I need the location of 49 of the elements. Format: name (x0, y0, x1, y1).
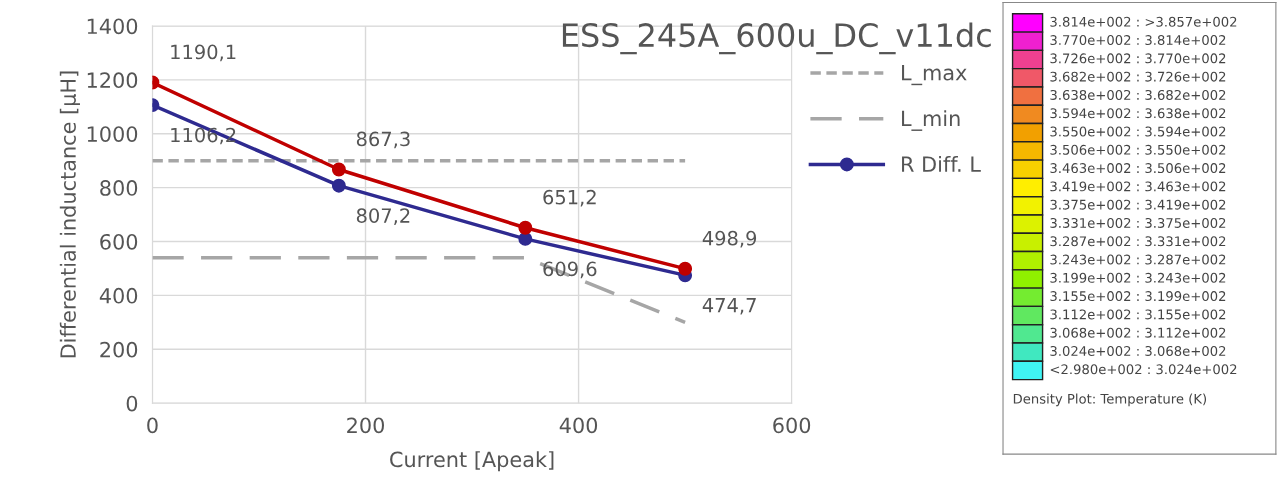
category-label: 3.594e+002 : 3.638e+002 (1050, 108, 1226, 119)
category-label: 3.463e+002 : 3.506e+002 (1050, 163, 1226, 174)
category-label: 3.024e+002 : 3.068e+002 (1050, 345, 1226, 356)
legend-label: L_max (902, 65, 967, 86)
category-label: 3.199e+002 : 3.243e+002 (1050, 272, 1226, 283)
data-label: 807,2 (356, 208, 410, 225)
data-label: 867,3 (356, 131, 410, 149)
x-tick-label: 400 (559, 417, 598, 434)
y-axis-title: Differential inductance [µH] (59, 71, 80, 358)
category-label: 3.243e+002 : 3.287e+002 (1050, 254, 1226, 265)
category-label: 3.331e+002 : 3.375e+002 (1050, 217, 1226, 228)
y-tick-label: 400 (99, 287, 138, 304)
category-label: 3.550e+002 : 3.594e+002 (1050, 126, 1226, 137)
data-label: 651,2 (543, 189, 596, 207)
category-label: 3.682e+002 : 3.726e+002 (1050, 71, 1226, 82)
y-tick-label: 1400 (87, 18, 138, 35)
x-tick-label: 600 (773, 417, 811, 434)
y-tick-label: 1000 (87, 126, 138, 142)
data-label: 498,9 (702, 230, 757, 248)
y-tick-label: 0 (126, 395, 138, 412)
category-label: 3.638e+002 : 3.682e+002 (1050, 89, 1226, 100)
data-label: 474,7 (702, 298, 756, 315)
legend-label: L_min (902, 110, 960, 131)
category-label: 3.814e+002 : >3.857e+002 (1050, 16, 1237, 27)
y-tick-label: 600 (100, 233, 138, 250)
category-label: 3.287e+002 : 3.331e+002 (1050, 236, 1226, 247)
category-label: 3.068e+002 : 3.112e+002 (1050, 327, 1226, 338)
data-label: 1190,1 (171, 44, 236, 62)
chart-title: ESS_245A_600u_DC_v11dc (562, 22, 991, 55)
data-label: 609,6 (543, 261, 597, 279)
category-label: 3.726e+002 : 3.770e+002 (1050, 53, 1226, 64)
y-tick-label: 1200 (87, 72, 138, 89)
point (678, 261, 693, 276)
x-axis-title: Current [Apeak] (390, 451, 554, 472)
category-label: <2.980e+002 : 3.024e+002 (1050, 364, 1237, 375)
point (518, 231, 533, 246)
legend-label: R Diff. L (902, 155, 981, 172)
x-tick-label: 0 (147, 417, 158, 434)
category-label: 3.155e+002 : 3.199e+002 (1050, 291, 1226, 302)
x-tick-label: 200 (347, 417, 385, 434)
category-label: 3.770e+002 : 3.814e+002 (1050, 35, 1226, 46)
category-label: 3.506e+002 : 3.550e+002 (1050, 144, 1226, 155)
category-label: 3.375e+002 : 3.419e+002 (1050, 199, 1226, 210)
point (518, 220, 533, 235)
category-label: 3.419e+002 : 3.463e+002 (1050, 181, 1226, 192)
text: Density Plot: Temperature (K) (1013, 393, 1207, 407)
y-tick-label: 800 (100, 180, 138, 196)
category-label: 3.112e+002 : 3.155e+002 (1050, 309, 1226, 320)
y-tick-label: 200 (100, 341, 138, 358)
